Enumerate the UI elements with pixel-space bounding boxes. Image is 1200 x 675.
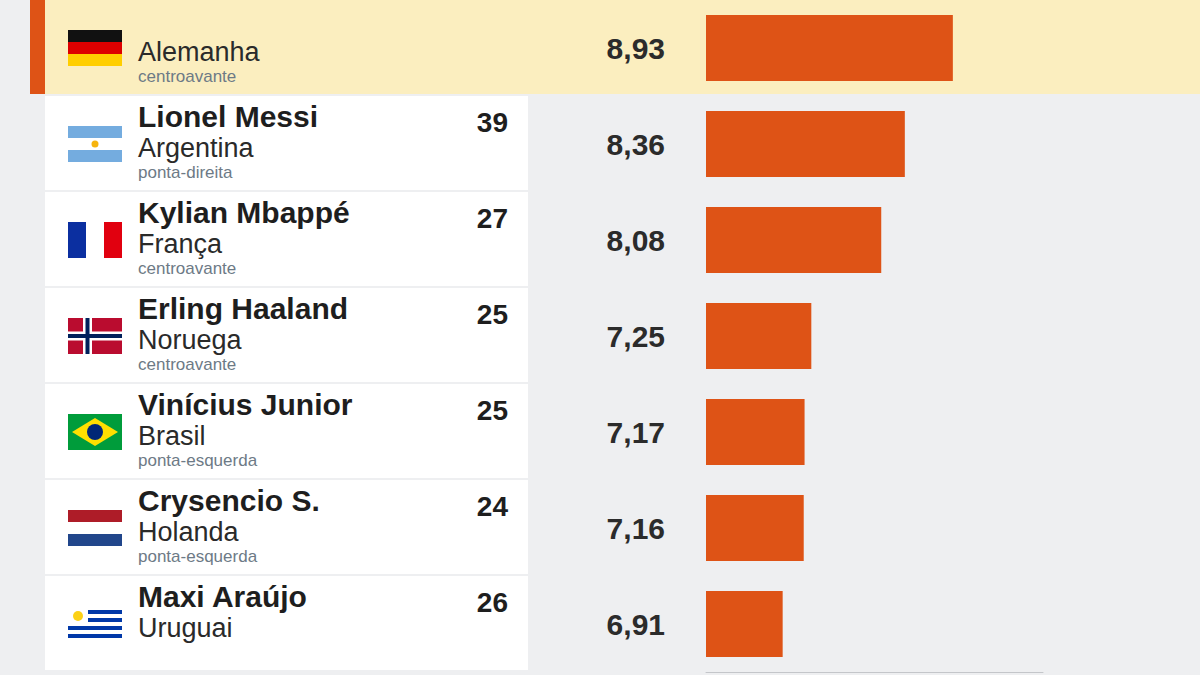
html-text:Argentina: Argentina xyxy=(138,133,254,163)
svg-text:7,25: 7,25 xyxy=(607,320,665,353)
html-text:Erling Haaland: Erling Haaland xyxy=(138,292,348,325)
html-text:centroavante: centroavante xyxy=(138,355,237,374)
html-text:25: 25 xyxy=(476,395,508,426)
html-text:Holanda: Holanda xyxy=(138,517,239,547)
svg-text:8,36: 8,36 xyxy=(607,128,665,161)
html-text:Uruguai: Uruguai xyxy=(138,613,233,643)
html-text:Kylian Mbappé: Kylian Mbappé xyxy=(138,196,350,229)
svg-text:8,08: 8,08 xyxy=(607,224,665,257)
html-text:Crysencio S.: Crysencio S. xyxy=(138,484,320,517)
html-text:39: 39 xyxy=(476,107,508,138)
html-text:27: 27 xyxy=(476,203,508,234)
svg-text:7,16: 7,16 xyxy=(607,512,665,545)
html-text:centroavante: centroavante xyxy=(138,67,237,86)
svg-text:6,91: 6,91 xyxy=(607,608,665,641)
html-text:Alemanha: Alemanha xyxy=(138,37,260,67)
svg-text:7,17: 7,17 xyxy=(607,416,665,449)
html-text:centroavante: centroavante xyxy=(138,259,237,278)
svg-text:8,93: 8,93 xyxy=(607,32,665,65)
html-text:Brasil: Brasil xyxy=(138,421,206,451)
html-text:Noruega: Noruega xyxy=(138,325,242,355)
html-text:ponta-esquerda: ponta-esquerda xyxy=(138,547,258,566)
html-text:25: 25 xyxy=(476,299,508,330)
html-text:24: 24 xyxy=(476,491,508,522)
html-text:ponta-direita: ponta-direita xyxy=(138,163,233,182)
html-text:França: França xyxy=(138,229,222,259)
html-text:Vinícius Junior: Vinícius Junior xyxy=(138,388,353,421)
html-text:Lionel Messi: Lionel Messi xyxy=(138,100,318,133)
html-text:ponta-esquerda: ponta-esquerda xyxy=(138,451,258,470)
html-text:26: 26 xyxy=(476,587,508,618)
html-text:Maxi Araújo: Maxi Araújo xyxy=(138,580,307,613)
